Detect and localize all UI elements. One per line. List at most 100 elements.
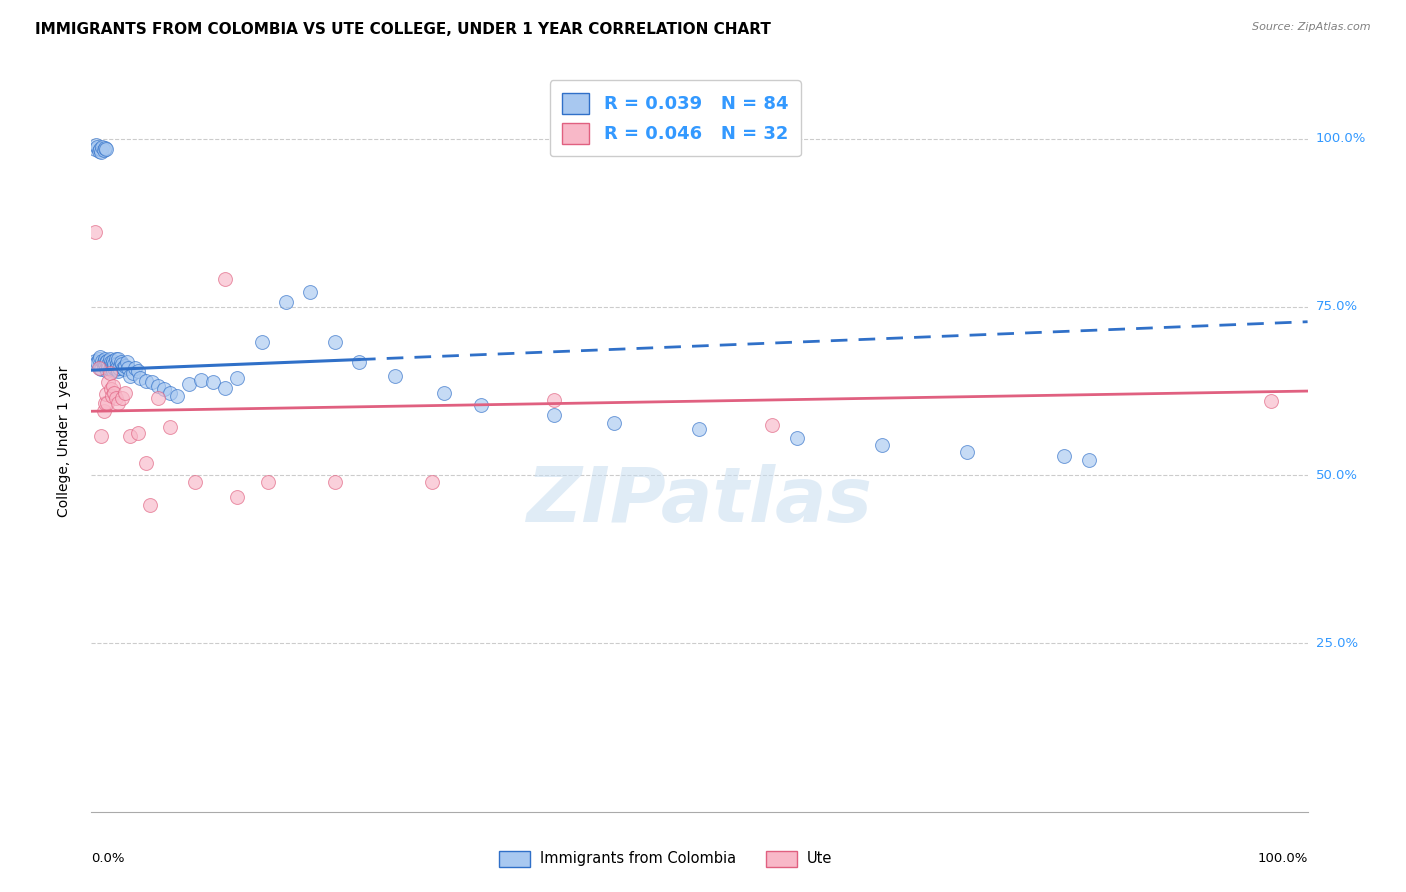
Point — [91, 140, 114, 154]
Point — [96, 353, 118, 368]
Point — [420, 475, 443, 489]
Point — [148, 379, 170, 393]
Text: Immigrants from Colombia: Immigrants from Colombia — [540, 852, 735, 866]
Point — [127, 426, 149, 441]
Point — [470, 398, 492, 412]
Text: 50.0%: 50.0% — [1316, 468, 1358, 482]
Point — [108, 360, 131, 375]
Point — [110, 355, 132, 369]
Point — [226, 490, 249, 504]
Point — [98, 366, 121, 380]
Point — [101, 357, 124, 371]
Point — [98, 352, 121, 367]
Point — [100, 355, 122, 369]
Point — [603, 416, 626, 430]
Point — [202, 376, 225, 390]
Point — [543, 392, 565, 407]
Point — [115, 355, 138, 369]
Point — [786, 431, 808, 445]
Point — [543, 408, 565, 422]
Point — [214, 271, 236, 285]
Point — [274, 294, 297, 309]
Point — [177, 377, 200, 392]
Point — [1260, 394, 1282, 409]
Point — [214, 381, 236, 395]
Text: Ute: Ute — [807, 852, 832, 866]
Point — [135, 456, 157, 470]
Point — [104, 362, 127, 376]
Point — [101, 360, 124, 375]
Point — [1077, 453, 1099, 467]
Point — [93, 359, 115, 373]
Point — [94, 360, 117, 375]
Point — [761, 417, 783, 432]
Point — [87, 360, 110, 375]
Text: ZIPatlas: ZIPatlas — [526, 464, 873, 538]
Point — [93, 404, 115, 418]
Point — [956, 444, 979, 458]
Point — [90, 145, 112, 160]
Point — [111, 391, 134, 405]
Point — [94, 395, 117, 409]
Point — [84, 353, 107, 368]
Point — [114, 386, 136, 401]
Point — [120, 429, 142, 443]
Point — [433, 386, 456, 401]
Point — [103, 360, 125, 375]
Point — [323, 334, 346, 349]
Point — [347, 355, 370, 369]
Point — [89, 142, 111, 156]
Point — [84, 142, 107, 156]
Point — [100, 359, 122, 373]
Point — [112, 362, 135, 376]
Point — [159, 419, 181, 434]
Text: Source: ZipAtlas.com: Source: ZipAtlas.com — [1253, 22, 1371, 32]
Point — [184, 475, 207, 489]
Point — [250, 334, 273, 349]
Point — [103, 357, 125, 371]
Point — [111, 360, 134, 375]
Point — [94, 355, 117, 369]
Point — [129, 370, 152, 384]
Point — [124, 360, 146, 375]
Point — [256, 475, 278, 489]
Point — [94, 352, 117, 367]
Legend: R = 0.039   N = 84, R = 0.046   N = 32: R = 0.039 N = 84, R = 0.046 N = 32 — [550, 80, 801, 156]
Point — [103, 353, 125, 368]
Point — [97, 376, 120, 390]
Point — [90, 429, 112, 443]
Point — [91, 353, 114, 368]
Point — [96, 364, 118, 378]
Point — [323, 475, 346, 489]
Text: IMMIGRANTS FROM COLOMBIA VS UTE COLLEGE, UNDER 1 YEAR CORRELATION CHART: IMMIGRANTS FROM COLOMBIA VS UTE COLLEGE,… — [35, 22, 770, 37]
Point — [148, 391, 170, 405]
Point — [159, 386, 181, 401]
Point — [84, 357, 107, 371]
Point — [93, 143, 115, 157]
Point — [107, 395, 129, 409]
Point — [121, 366, 143, 380]
Point — [98, 362, 121, 376]
Point — [870, 438, 893, 452]
Point — [97, 357, 120, 371]
Text: 100.0%: 100.0% — [1257, 853, 1308, 865]
Point — [139, 499, 162, 513]
Y-axis label: College, Under 1 year: College, Under 1 year — [56, 366, 70, 517]
Point — [87, 144, 110, 158]
Point — [94, 357, 117, 371]
Point — [117, 360, 139, 375]
Text: 25.0%: 25.0% — [1316, 637, 1358, 650]
Point — [153, 382, 176, 396]
Point — [97, 360, 120, 375]
Point — [111, 357, 134, 371]
Point — [226, 370, 249, 384]
Point — [120, 368, 142, 383]
Point — [94, 143, 117, 157]
Text: 75.0%: 75.0% — [1316, 301, 1358, 313]
Point — [87, 352, 110, 367]
Point — [94, 387, 117, 401]
Point — [107, 364, 129, 378]
Point — [103, 379, 125, 393]
Point — [101, 389, 124, 403]
Point — [94, 141, 117, 155]
